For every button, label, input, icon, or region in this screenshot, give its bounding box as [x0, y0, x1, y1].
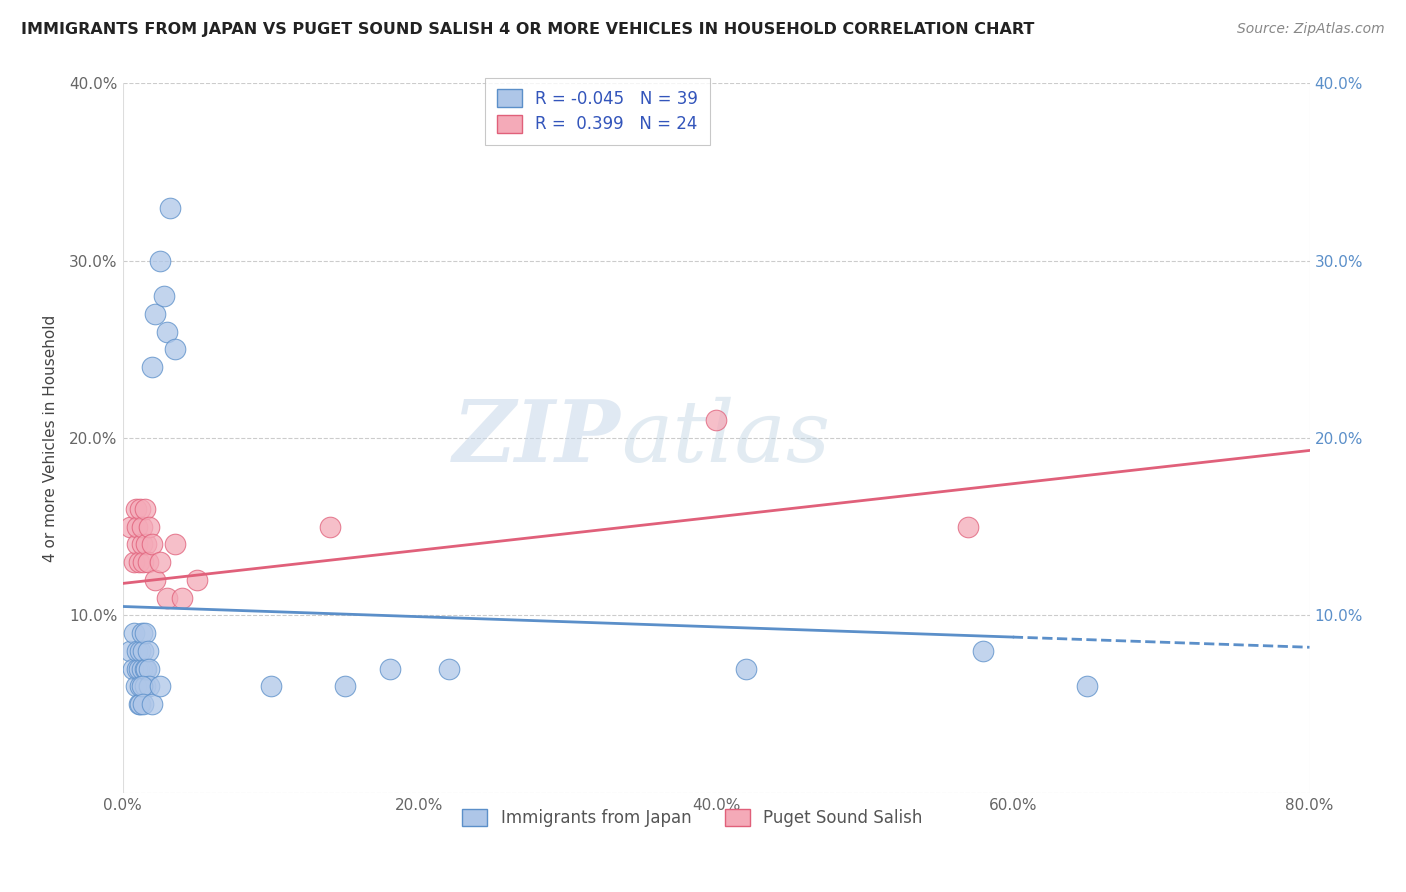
Point	[437, 661, 460, 675]
Point	[141, 360, 163, 375]
Point	[163, 537, 186, 551]
Point	[129, 644, 152, 658]
Point	[378, 661, 401, 675]
Point	[128, 661, 150, 675]
Point	[163, 343, 186, 357]
Point	[135, 661, 157, 675]
Point	[136, 555, 159, 569]
Point	[149, 253, 172, 268]
Legend: Immigrants from Japan, Puget Sound Salish: Immigrants from Japan, Puget Sound Salis…	[456, 803, 929, 834]
Point	[131, 626, 153, 640]
Point	[319, 519, 342, 533]
Point	[149, 679, 172, 693]
Point	[132, 697, 155, 711]
Point	[170, 591, 193, 605]
Point	[128, 555, 150, 569]
Point	[131, 537, 153, 551]
Point	[159, 201, 181, 215]
Point	[129, 502, 152, 516]
Point	[138, 679, 160, 693]
Point	[125, 502, 148, 516]
Text: ZIP: ZIP	[453, 396, 621, 480]
Point	[143, 573, 166, 587]
Point	[127, 519, 149, 533]
Point	[125, 679, 148, 693]
Point	[141, 537, 163, 551]
Point	[1076, 679, 1098, 693]
Point	[972, 644, 994, 658]
Text: Source: ZipAtlas.com: Source: ZipAtlas.com	[1237, 22, 1385, 37]
Point	[186, 573, 208, 587]
Point	[734, 661, 756, 675]
Point	[134, 502, 156, 516]
Point	[127, 644, 149, 658]
Point	[141, 697, 163, 711]
Point	[153, 289, 176, 303]
Point	[118, 519, 141, 533]
Point	[127, 537, 149, 551]
Point	[333, 679, 356, 693]
Point	[129, 679, 152, 693]
Point	[131, 519, 153, 533]
Point	[156, 325, 179, 339]
Point	[118, 644, 141, 658]
Text: atlas: atlas	[621, 397, 830, 479]
Point	[135, 537, 157, 551]
Y-axis label: 4 or more Vehicles in Household: 4 or more Vehicles in Household	[44, 314, 58, 562]
Point	[128, 697, 150, 711]
Text: IMMIGRANTS FROM JAPAN VS PUGET SOUND SALISH 4 OR MORE VEHICLES IN HOUSEHOLD CORR: IMMIGRANTS FROM JAPAN VS PUGET SOUND SAL…	[21, 22, 1035, 37]
Point	[122, 661, 145, 675]
Point	[124, 626, 146, 640]
Point	[134, 626, 156, 640]
Point	[132, 555, 155, 569]
Point	[149, 555, 172, 569]
Point	[132, 644, 155, 658]
Point	[134, 661, 156, 675]
Point	[136, 644, 159, 658]
Point	[704, 413, 727, 427]
Point	[138, 519, 160, 533]
Point	[131, 661, 153, 675]
Point	[260, 679, 283, 693]
Point	[957, 519, 980, 533]
Point	[134, 679, 156, 693]
Point	[156, 591, 179, 605]
Point	[138, 661, 160, 675]
Point	[131, 679, 153, 693]
Point	[143, 307, 166, 321]
Point	[129, 697, 152, 711]
Point	[124, 555, 146, 569]
Point	[127, 661, 149, 675]
